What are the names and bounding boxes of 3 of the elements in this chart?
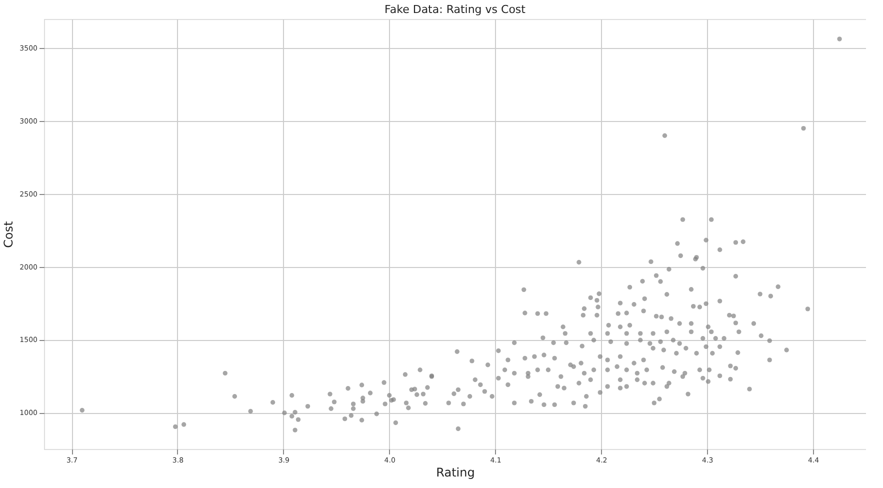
x-axis-title: Rating — [436, 466, 475, 480]
chart-title: Fake Data: Rating vs Cost — [384, 3, 526, 16]
y-axis-title: Cost — [2, 220, 16, 248]
